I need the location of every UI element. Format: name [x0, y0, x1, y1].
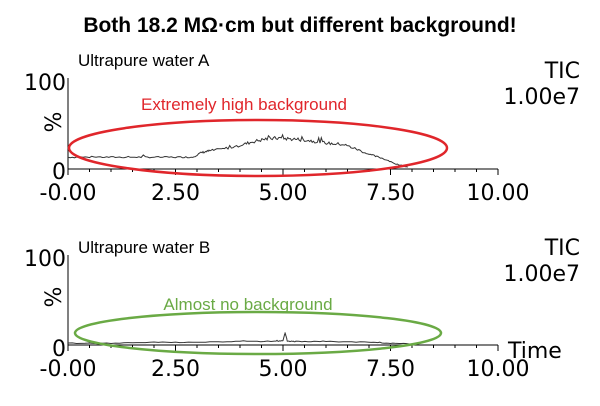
figure-title: Both 18.2 MΩ·cm but different background…	[83, 14, 516, 37]
panel-b-x-tick-label: 2.50	[151, 357, 200, 382]
panel-b-highlight-ellipse	[73, 310, 443, 356]
panel-a-series-line	[67, 133, 408, 168]
panel-b-x-tick-label: 7.50	[366, 357, 415, 382]
panel-a-ytick-100: 100	[24, 71, 66, 96]
panel-b-ytick-100: 100	[24, 247, 66, 272]
panel-b-x-tick-label: -0.00	[40, 357, 97, 382]
panel-a-ytick-0: 0	[52, 160, 66, 185]
panel-b-tic-label: TIC	[544, 236, 580, 261]
panel-b-x-ticks: -0.00 2.50 5.00 7.50 10.00	[40, 345, 530, 382]
panel-b-xlabel: Time	[507, 339, 562, 364]
panel-a-highlight-ellipse	[67, 118, 449, 178]
panel-b-tic-value: 1.00e7	[503, 262, 580, 287]
panel-a-ylabel: %	[42, 112, 67, 133]
panel-a-label: Ultrapure water A	[78, 51, 210, 70]
panel-a-x-tick-label: 5.00	[259, 181, 308, 206]
panel-a-x-tick-label: 7.50	[366, 181, 415, 206]
panel-a-x-ticks: -0.00 2.50 5.00 7.50 10.00	[40, 169, 530, 206]
panel-b-x-tick-label: 5.00	[259, 357, 308, 382]
panel-a-x-tick-label: 2.50	[151, 181, 200, 206]
panel-b-x-tick-label: 10.00	[467, 357, 530, 382]
panel-a: Ultrapure water A 100 0 % -0.00 2.50 5.00 7…	[24, 51, 580, 206]
panel-b: Ultrapure water B 100 0 % -0.00 2.50 5.00 7…	[24, 236, 580, 382]
panel-b-ytick-0: 0	[52, 337, 66, 362]
panel-a-annotation: Extremely high background	[141, 95, 347, 114]
panel-b-ylabel: %	[42, 287, 67, 308]
panel-b-annotation: Almost no background	[163, 295, 332, 314]
panel-a-x-tick-label: 10.00	[467, 181, 530, 206]
panel-a-x-tick-label: -0.00	[40, 181, 97, 206]
panel-a-tic-value: 1.00e7	[503, 85, 580, 110]
panel-b-label: Ultrapure water B	[78, 238, 210, 257]
panel-a-tic-label: TIC	[544, 59, 580, 84]
panel-b-series-line	[67, 332, 413, 345]
